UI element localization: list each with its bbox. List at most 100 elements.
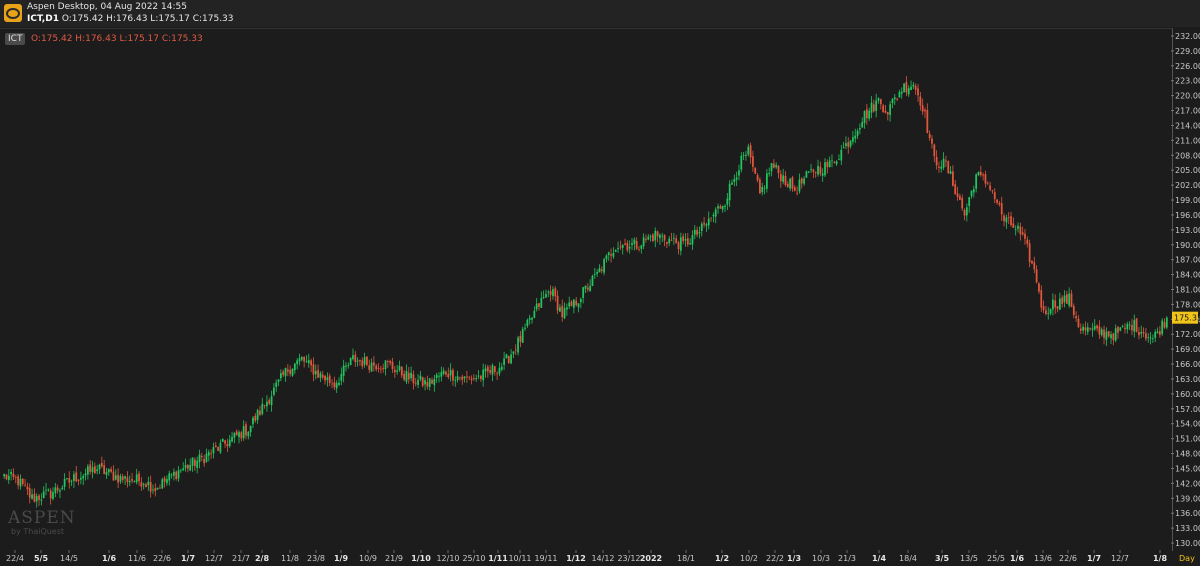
candle-body: [468, 376, 471, 378]
y-tick-label: 145.00: [1175, 464, 1200, 473]
candle-body: [1158, 331, 1161, 335]
candle-body: [519, 335, 522, 342]
candle-body: [838, 159, 840, 161]
x-tick-label: 18/1: [677, 554, 695, 563]
candle-body: [593, 274, 596, 275]
candle-body: [333, 382, 336, 388]
y-tick-label: 226.00: [1175, 62, 1200, 71]
candle-body: [972, 189, 975, 193]
candle-body: [361, 360, 364, 367]
watermark-sub: by ThaiQuest: [11, 527, 65, 536]
candle-body: [203, 458, 206, 464]
candle-body: [1038, 283, 1040, 292]
candle-body: [286, 369, 289, 372]
x-axis: 22/4 5/5 14/5 1/6 11/6 22/6 1/7 12/7 21/7 2/8 11/8…: [6, 550, 1195, 563]
x-tick-label: 3/5: [935, 554, 949, 563]
candle-body: [470, 378, 473, 380]
candle-body: [824, 162, 826, 176]
candle-body: [119, 475, 122, 482]
candle-body: [459, 377, 461, 379]
candle-body: [747, 146, 750, 155]
candle-body: [633, 239, 636, 244]
candle-body: [724, 205, 726, 208]
candle-body: [826, 162, 829, 168]
candle-body: [331, 383, 333, 385]
y-tick-label: 163.00: [1175, 375, 1200, 384]
candle-body: [198, 454, 201, 463]
x-tick-label: 22/4: [6, 554, 24, 563]
candle-body: [440, 372, 443, 377]
candle-body: [745, 154, 747, 157]
candle-body: [303, 356, 306, 362]
candle-body: [1056, 306, 1059, 309]
candle-body: [612, 252, 615, 257]
candle-body: [1028, 243, 1031, 263]
x-tick-label: 5/5: [34, 554, 48, 563]
candle-body: [970, 190, 973, 197]
candle-body: [175, 471, 178, 479]
candle-body: [538, 303, 540, 307]
candle-body: [568, 302, 571, 307]
candle-body: [84, 473, 87, 476]
candle-body: [121, 476, 124, 480]
candle-body: [328, 375, 331, 383]
candle-body: [177, 470, 180, 479]
y-tick-label: 178.00: [1175, 300, 1200, 309]
x-tick-label: 14/5: [60, 554, 78, 563]
y-tick-label: 136.00: [1175, 509, 1200, 518]
candle-body: [642, 237, 645, 247]
candle-body: [424, 380, 426, 385]
candle-body: [1049, 309, 1052, 314]
candle-body: [863, 111, 866, 123]
candle-body: [180, 470, 182, 472]
candle-body: [566, 307, 568, 310]
candle-body: [314, 370, 317, 375]
x-tick-label: 1/3: [787, 554, 801, 563]
candle-body: [735, 177, 738, 180]
candle-body: [1114, 328, 1117, 341]
candle-body: [859, 128, 861, 130]
symbol-badge: ICT: [5, 33, 26, 45]
candle-body: [419, 375, 422, 380]
candle-body: [756, 175, 759, 181]
candle-body: [524, 327, 526, 329]
candle-body: [817, 165, 819, 175]
candle-body: [133, 480, 136, 482]
candle-body: [86, 466, 89, 475]
candle-body: [705, 224, 708, 226]
candle-body: [600, 269, 603, 272]
candle-body: [352, 355, 354, 360]
candle-body: [345, 365, 347, 368]
candle-body: [700, 223, 703, 231]
candle-body: [414, 382, 417, 384]
candle-body: [417, 380, 419, 385]
candle-body: [1135, 318, 1138, 332]
window-title: Aspen Desktop, 04 Aug 2022 14:55: [27, 2, 187, 12]
candle-body: [186, 464, 189, 469]
candle-body: [496, 373, 499, 375]
candle-body: [70, 480, 73, 482]
x-tick-label: 25/10: [462, 554, 485, 563]
candle-body: [298, 358, 301, 362]
candle-body: [479, 375, 482, 379]
candle-body: [184, 465, 187, 468]
candle-body: [291, 368, 294, 376]
candle-body: [273, 387, 275, 395]
candle-body: [1084, 327, 1087, 331]
candle-body: [1058, 298, 1061, 310]
x-tick-label: 1/6: [102, 554, 116, 563]
candle-body: [307, 360, 310, 364]
candle-body: [1007, 217, 1010, 218]
candle-body: [1124, 327, 1126, 330]
candle-body: [905, 81, 908, 93]
candle-body: [59, 490, 61, 492]
candle-body: [640, 245, 643, 249]
candle-body: [1121, 325, 1124, 327]
candle-body: [373, 362, 375, 366]
candle-body: [563, 308, 566, 319]
candle-body: [1045, 310, 1047, 314]
candle-body: [582, 287, 585, 298]
candle-body: [342, 365, 345, 376]
watermark-brand: ASPEN: [8, 508, 76, 528]
